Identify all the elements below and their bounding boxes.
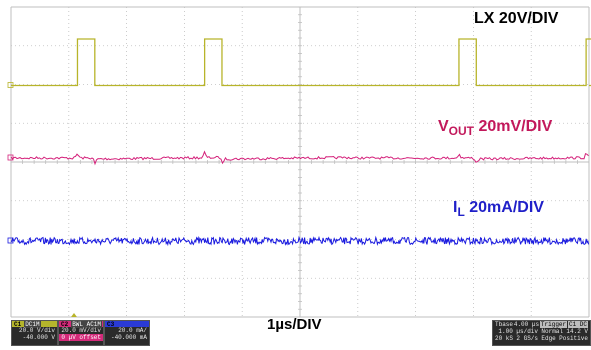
ch3-ground-marker xyxy=(7,237,14,244)
trigger-type: Edge xyxy=(541,335,556,342)
channel-ground-markers xyxy=(7,82,77,317)
trigger-source: C1 DC xyxy=(567,321,588,328)
inductor-current-trace xyxy=(10,235,590,247)
sample-count: 20 kS xyxy=(495,335,514,342)
vout-ripple-trace xyxy=(10,150,589,166)
time-per-div: 1.00 µs/div xyxy=(498,328,538,335)
tbase-value: 4.00 µs xyxy=(513,321,540,328)
channel-1-number: C1 xyxy=(14,320,22,328)
trigger-slope: Positive xyxy=(559,335,588,342)
vout-subscript: OUT xyxy=(448,124,475,138)
il-scale: 20mA/DIV xyxy=(464,199,544,216)
channel-1-info[interactable]: C1 DC1M 20.0 V/div -40.000 V xyxy=(11,320,58,346)
il-symbol: I xyxy=(453,199,458,216)
trigger-mode: Normal xyxy=(541,328,563,335)
timebase-row-2: 1.00 µs/div Normal 14.2 V xyxy=(493,328,590,335)
trigger-level: 14.2 V xyxy=(566,328,588,335)
channel-3-offset: -40.000 mA xyxy=(110,334,147,341)
il-scale-label: IL 20mA/DIV xyxy=(453,199,544,219)
trigger-position-marker xyxy=(71,313,77,317)
ch2-ground-marker xyxy=(7,154,14,161)
il-subscript: L xyxy=(457,205,465,219)
graticule-grid xyxy=(10,6,590,318)
vout-scale: 20mV/DIV xyxy=(474,118,553,135)
tbase-label: Tbase xyxy=(495,321,514,328)
lx-switching-trace xyxy=(11,38,591,87)
channel-1-scale: 20.0 V/div xyxy=(18,327,55,334)
ch1-ground-marker xyxy=(7,82,14,88)
channel-1-offset: -40.000 V xyxy=(22,334,55,341)
lx-scale-label: LX 20V/DIV xyxy=(474,10,559,27)
channel-1-coupling: DC1M xyxy=(24,320,41,328)
channel-3-scale: 20.0 mA/ xyxy=(118,327,147,334)
channel-2-scale: 20.0 mV/div xyxy=(61,327,101,334)
channel-2-info[interactable]: C2 BWL AC1M 20.0 mV/div 0 µV offset xyxy=(58,320,104,346)
timebase-label: 1µs/DIV xyxy=(267,316,322,333)
sample-rate: 2 GS/s xyxy=(516,335,538,342)
channel-3-number: C3 xyxy=(107,320,115,328)
channel-2-coupling: BWL AC1M xyxy=(71,320,103,328)
vout-scale-label: VOUT 20mV/DIV xyxy=(438,118,552,138)
timebase-trigger-panel[interactable]: Tbase 4.00 µs Trigger C1 DC 1.00 µs/div … xyxy=(492,320,591,346)
channel-3-info[interactable]: C3 20.0 mA/ -40.000 mA xyxy=(104,320,150,346)
channel-2-number: C2 xyxy=(61,320,69,328)
timebase-row-3: 20 kS 2 GS/s Edge Positive xyxy=(493,335,590,342)
channel-2-offset: 0 µV offset xyxy=(59,334,103,341)
timebase-row-1: Tbase 4.00 µs Trigger C1 DC xyxy=(493,321,590,328)
vout-symbol: V xyxy=(438,118,449,135)
trigger-label: Trigger xyxy=(539,321,568,328)
